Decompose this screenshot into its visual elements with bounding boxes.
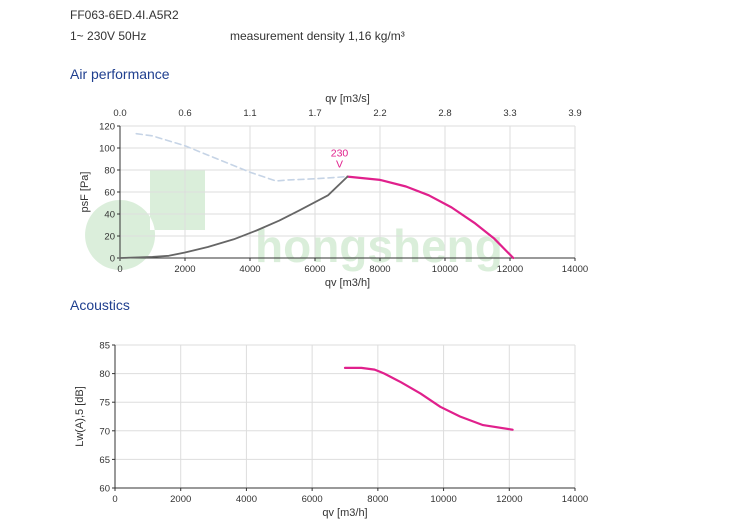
x-tick-label: 12000 [497,264,523,275]
y-tick-label: 75 [99,398,110,409]
x-tick-label: 6000 [302,494,323,505]
y-axis-label: psF [Pa] [79,172,91,213]
y-tick-label: 120 [99,122,115,133]
y-tick-label: 0 [110,254,115,265]
model-number: FF063-6ED.4I.A5R2 [70,8,179,22]
x-tick-label: 4000 [239,264,260,275]
watermark-logo: hongsheng [85,170,503,272]
x2-tick-label: 3.3 [503,108,516,119]
x2-tick-label: 0.0 [113,108,126,119]
x-tick-label: 10000 [432,264,458,275]
x2-tick-label: 1.1 [243,108,256,119]
x-tick-label: 12000 [496,494,522,505]
series-line-magenta-solid [343,366,514,431]
x-tick-label: 6000 [304,264,325,275]
y-tick-label: 70 [99,426,110,437]
x-tick-label: 0 [112,494,117,505]
y-tick-label: 60 [104,188,115,199]
x2-tick-label: 3.9 [568,108,581,119]
series-line-blue-dashed [135,132,349,182]
x-axis-label: qv [m3/h] [325,277,370,289]
x-tick-label: 8000 [367,494,388,505]
y-tick-label: 80 [99,369,110,380]
y-tick-label: 40 [104,210,115,221]
curve-label: V [336,159,343,171]
y-axis-label: Lw(A),5 [dB] [74,386,86,447]
y-tick-label: 100 [99,144,115,155]
watermark-mark [85,170,205,270]
acoustics-chart: 0 2000 4000 6000 8000 10000 12000 14000 60 65 70 75… [74,341,588,520]
x2-tick-label: 1.7 [308,108,321,119]
x-axis-label: qv [m3/h] [322,507,367,519]
y-tick-label: 85 [99,341,110,352]
x-tick-label: 2000 [174,264,195,275]
x-tick-label: 10000 [430,494,456,505]
x-tick-label: 2000 [170,494,191,505]
y-tick-label: 80 [104,166,115,177]
series-line-magenta-solid [346,175,515,260]
x-tick-label: 8000 [369,264,390,275]
x2-tick-label: 0.6 [178,108,191,119]
x2-axis-label: qv [m3/s] [325,93,370,105]
y-tick-label: 20 [104,232,115,243]
watermark-text: hongsheng [255,220,503,272]
acoustics-title: Acoustics [70,297,130,313]
air-performance-title: Air performance [70,66,170,82]
curve-label: 230 [331,148,349,160]
x-tick-label: 14000 [562,264,588,275]
x-tick-label: 14000 [562,494,588,505]
measurement-density: measurement density 1,16 kg/m³ [230,29,405,43]
y-tick-label: 60 [99,484,110,495]
air-performance-chart: 0 2000 4000 6000 8000 10000 12000 14000 0 20 40 60 8… [79,93,588,289]
x-tick-label: 0 [117,264,122,275]
x2-tick-label: 2.8 [438,108,451,119]
y-tick-label: 65 [99,455,110,466]
x-tick-label: 4000 [236,494,257,505]
x2-tick-label: 2.2 [373,108,386,119]
series-line-grey-solid [119,175,349,259]
supply-voltage: 1~ 230V 50Hz [70,29,147,43]
